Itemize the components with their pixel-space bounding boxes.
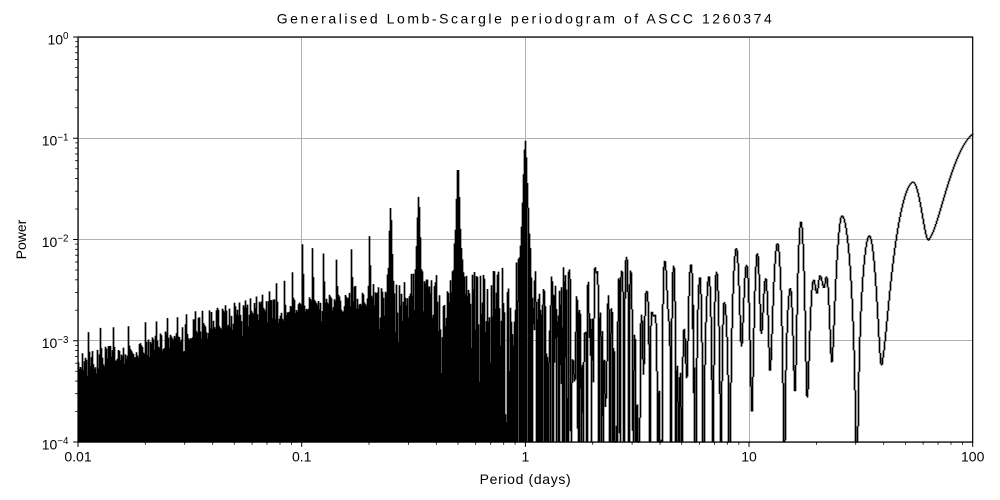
svg-text:0.01: 0.01 (64, 449, 91, 465)
svg-text:Power: Power (13, 219, 29, 259)
svg-text:Generalised Lomb-Scargle perio: Generalised Lomb-Scargle periodogram of … (277, 11, 775, 27)
svg-text:0.1: 0.1 (292, 449, 312, 465)
svg-text:Period (days): Period (days) (480, 471, 572, 487)
svg-text:10: 10 (741, 449, 757, 465)
svg-text:100: 100 (961, 449, 985, 465)
svg-text:1: 1 (522, 449, 530, 465)
